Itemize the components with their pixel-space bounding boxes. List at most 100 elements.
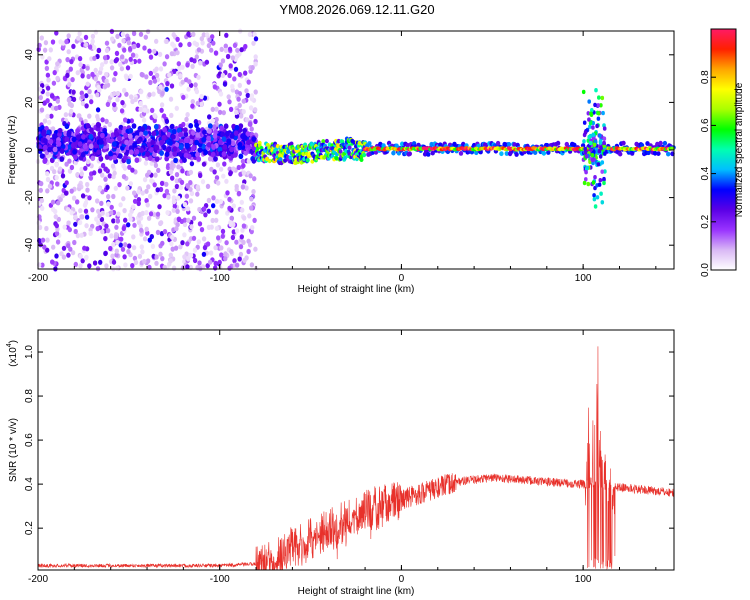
band-point xyxy=(197,147,203,153)
disturbance-point xyxy=(584,177,588,182)
band-point xyxy=(233,152,238,158)
noise-point xyxy=(160,240,165,246)
noise-point xyxy=(244,88,249,94)
noise-point xyxy=(130,263,135,269)
noise-point xyxy=(137,58,142,64)
noise-point xyxy=(67,158,72,164)
band-point xyxy=(207,128,212,134)
disturbance-point xyxy=(592,197,597,202)
noise-point xyxy=(168,169,174,175)
noise-point xyxy=(148,79,153,86)
band-point xyxy=(211,124,217,130)
noise-point xyxy=(198,172,203,179)
noise-point xyxy=(124,75,129,81)
noise-point xyxy=(122,47,127,53)
trace-point xyxy=(289,141,294,146)
noise-point xyxy=(113,71,118,77)
noise-point xyxy=(75,172,80,178)
noise-point xyxy=(253,89,258,95)
noise-point xyxy=(96,47,102,54)
disturbance-point xyxy=(586,181,591,187)
noise-point xyxy=(117,42,122,48)
noise-point xyxy=(92,260,98,266)
noise-point xyxy=(73,261,79,267)
band-point xyxy=(238,153,244,160)
noise-point xyxy=(209,166,214,172)
disturbance-point xyxy=(581,89,586,95)
trace-halo xyxy=(618,151,623,157)
noise-point xyxy=(148,211,154,217)
disturbance-point xyxy=(597,182,602,187)
band-point xyxy=(72,149,77,155)
noise-point xyxy=(132,190,137,196)
noise-point xyxy=(229,249,234,255)
band-point xyxy=(147,155,153,161)
trace-halo xyxy=(572,142,577,148)
noise-point xyxy=(55,61,60,67)
noise-point xyxy=(239,113,244,119)
noise-point xyxy=(178,42,183,48)
trace-halo xyxy=(666,151,671,157)
noise-point xyxy=(240,184,246,190)
band-point xyxy=(128,127,134,134)
snr-background xyxy=(38,330,674,570)
noise-point xyxy=(103,236,108,242)
trace-halo xyxy=(514,152,519,157)
noise-point xyxy=(109,204,114,210)
band-point xyxy=(183,152,189,159)
noise-point xyxy=(90,71,95,77)
noise-point xyxy=(123,242,128,248)
band-point xyxy=(183,137,189,144)
noise-point xyxy=(196,47,202,53)
noise-point xyxy=(246,158,251,164)
noise-point xyxy=(115,33,120,40)
noise-point xyxy=(172,203,177,209)
noise-point xyxy=(56,216,61,222)
noise-point xyxy=(83,118,88,125)
noise-point xyxy=(217,101,222,107)
noise-point xyxy=(244,185,249,191)
noise-point xyxy=(87,263,92,269)
noise-point xyxy=(45,188,50,194)
noise-point xyxy=(169,241,174,247)
noise-point xyxy=(169,163,174,169)
band-point xyxy=(190,130,196,136)
noise-point xyxy=(216,180,221,186)
noise-point xyxy=(164,118,170,124)
noise-point xyxy=(158,66,164,72)
noise-point xyxy=(135,42,141,49)
noise-point xyxy=(199,93,204,100)
noise-point xyxy=(106,201,111,207)
colorbar-gradient xyxy=(710,28,737,271)
noise-point xyxy=(128,216,133,222)
noise-point xyxy=(159,180,165,186)
noise-point xyxy=(240,207,245,213)
band-point xyxy=(177,151,183,157)
noise-point xyxy=(212,84,218,90)
noise-point xyxy=(122,87,127,93)
noise-point xyxy=(123,262,128,268)
noise-point xyxy=(148,193,153,199)
band-point xyxy=(182,157,187,163)
disturbance-point xyxy=(599,146,603,151)
trace-point xyxy=(334,146,338,152)
noise-point xyxy=(193,82,198,88)
noise-point xyxy=(225,53,231,60)
noise-point xyxy=(186,86,191,92)
noise-point xyxy=(55,98,60,104)
band-point xyxy=(176,127,182,134)
disturbance-point xyxy=(598,133,602,138)
noise-point xyxy=(136,189,141,195)
noise-point xyxy=(150,243,156,249)
noise-point xyxy=(111,193,116,200)
noise-point xyxy=(185,206,191,212)
band-point xyxy=(168,140,173,146)
band-point xyxy=(168,151,174,157)
noise-point xyxy=(54,30,59,36)
noise-point xyxy=(112,170,117,176)
disturbance-point xyxy=(602,126,607,131)
noise-point xyxy=(252,176,257,182)
noise-point xyxy=(241,109,246,115)
noise-point xyxy=(67,227,73,233)
band-point xyxy=(89,127,94,133)
